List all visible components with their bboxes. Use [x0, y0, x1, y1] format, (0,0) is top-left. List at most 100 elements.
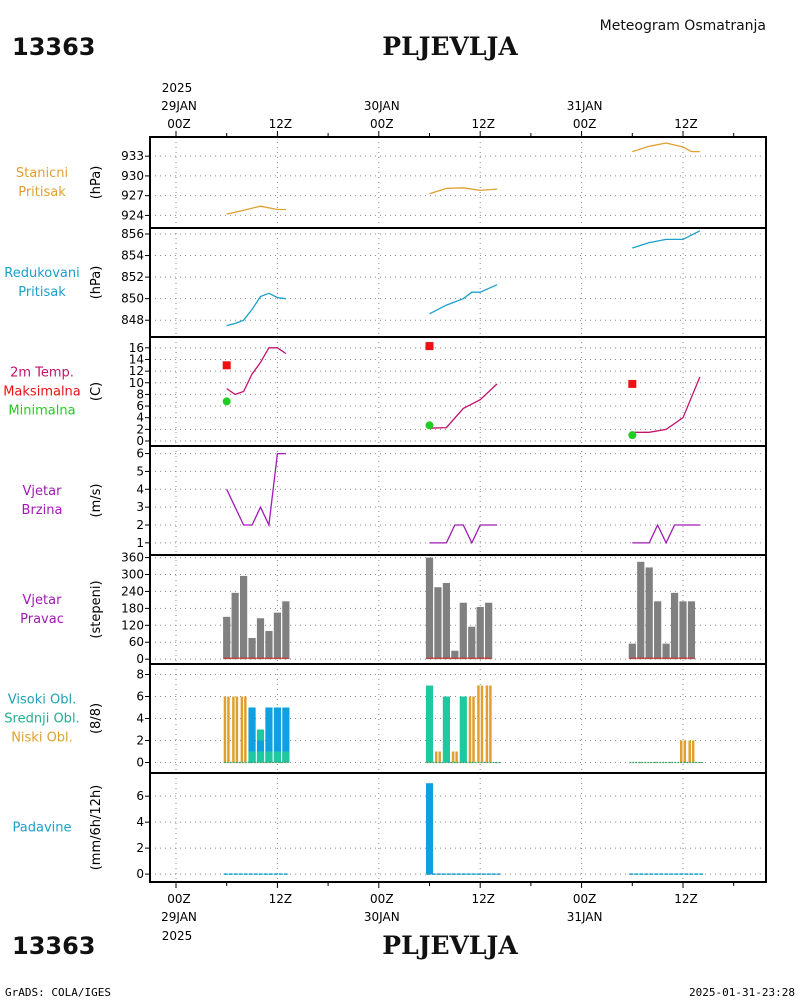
panel-label: Stanicni [16, 166, 68, 181]
credit-label: GrADS: COLA/IGES [5, 986, 111, 999]
panel-label: Brzina [22, 503, 63, 518]
time-hour-label: 12Z [674, 117, 698, 131]
wind_direction-panel: 0 60 120 180 240 300 360 (stepeni) Vjetar Pravac [20, 551, 767, 666]
station-id-bottom: 13363 [12, 932, 96, 960]
panel-label: Pritisak [18, 185, 66, 200]
wind-direction-bar [442, 582, 450, 660]
wind-direction-bar [231, 592, 239, 660]
panel-label: Redukovani [4, 266, 79, 281]
time-hour-label: 00Z [370, 892, 394, 906]
y-tick-label: 5 [136, 464, 144, 478]
wind-direction-bar [679, 601, 687, 660]
y-tick-label: 120 [121, 618, 144, 632]
precip-bar [426, 783, 433, 875]
panel-label: Padavine [13, 821, 72, 836]
mid-cloud-bar [248, 751, 256, 763]
reduced_pressure-panel: 848 850 852 854 856 (hPa) Redukovani Pritisak [4, 227, 767, 338]
y-tick-label: 6 [136, 447, 144, 461]
y-axis-label: (8/8) [89, 703, 104, 734]
wind-direction-bar [654, 601, 662, 660]
wind-direction-bar [645, 567, 653, 660]
max-temp-marker [628, 379, 637, 388]
series-line [632, 376, 701, 433]
y-tick-label: 1 [136, 536, 144, 550]
y-tick-label: 180 [121, 601, 144, 615]
series-line [632, 142, 700, 153]
y-tick-label: 240 [121, 584, 144, 598]
y-tick-label: 3 [136, 500, 144, 514]
y-axis-label: (hPa) [89, 166, 104, 200]
low-cloud-bar-gap [243, 696, 245, 763]
station-name-top: PLJEVLJA [382, 32, 518, 61]
series-line [632, 523, 700, 545]
time-hour-label: 12Z [269, 117, 293, 131]
min-temp-marker [222, 397, 231, 406]
product-title: Meteogram Osmatranja [600, 18, 766, 34]
time-hour-label: 00Z [370, 117, 394, 131]
y-tick-label: 2 [136, 734, 144, 748]
high-cloud-bar [248, 707, 256, 763]
low-cloud-bar-gap [437, 751, 439, 763]
high-cloud-bar [265, 707, 273, 763]
y-axis-label: (C) [89, 382, 104, 401]
series-line [429, 383, 498, 429]
mid-cloud-bar [256, 729, 265, 741]
wind-direction-bar [476, 606, 484, 660]
y-tick-label: 930 [121, 169, 144, 183]
y-axis-label: (mm/6h/12h) [89, 785, 104, 871]
wind-direction-bar [485, 602, 493, 660]
y-tick-label: 300 [121, 568, 144, 582]
y-tick-label: 924 [121, 208, 144, 222]
time-hour-label: 00Z [167, 117, 191, 131]
min-temp-marker [425, 421, 434, 430]
series-line [632, 230, 701, 249]
time-day-label: 29JAN [161, 910, 197, 924]
wind-direction-bar [248, 638, 256, 660]
low-cloud-bar-gap [682, 740, 684, 763]
time-hour-label: 12Z [471, 117, 495, 131]
precipitation-panel: 0 2 4 6 (mm/6h/12h) Padavine [13, 772, 767, 883]
panel-label: Vjetar [23, 593, 63, 608]
wind-direction-bar [662, 643, 670, 660]
wind-direction-bar [265, 630, 273, 660]
series-line [226, 347, 287, 396]
wind-direction-bar [240, 575, 248, 660]
y-tick-label: 0 [136, 867, 144, 881]
bottom-year-label: 2025 [162, 929, 193, 943]
max-temp-marker [222, 361, 231, 370]
wind-direction-bar [468, 626, 476, 660]
y-tick-label: 14 [129, 352, 144, 366]
y-tick-label: 16 [129, 341, 144, 355]
low-cloud-bar-gap [471, 696, 473, 763]
mid-cloud-bar [425, 685, 434, 763]
series-line [429, 187, 498, 195]
y-tick-label: 856 [121, 227, 144, 241]
wind-direction-bar [687, 601, 696, 660]
series-line [429, 284, 498, 315]
station-name-bottom: PLJEVLJA [382, 931, 518, 960]
y-tick-label: 0 [136, 434, 144, 448]
panel-label: Minimalna [8, 404, 75, 419]
wind-direction-bar [273, 612, 281, 660]
mid-cloud-bar [273, 751, 281, 763]
time-day-label: 31JAN [567, 99, 603, 113]
high-cloud-bar [273, 707, 281, 763]
wind-direction-bar [282, 601, 290, 660]
y-tick-label: 6 [136, 399, 144, 413]
max-temp-marker [425, 342, 434, 351]
y-tick-label: 60 [129, 635, 144, 649]
time-hour-label: 12Z [674, 892, 698, 906]
y-axis-label: (m/s) [89, 484, 104, 518]
mid-cloud-bar [265, 751, 273, 763]
wind-direction-bar [451, 650, 459, 660]
cloud_cover-panel: 0 2 4 6 8 (8/8) Visoki Obl. Srednji Obl. Niski O… [4, 663, 767, 774]
station-id-top: 13363 [12, 33, 96, 61]
top-year-label: 2025 [162, 81, 193, 95]
panel-label: Visoki Obl. [8, 693, 76, 708]
y-tick-label: 8 [136, 668, 144, 682]
wind-direction-bar [459, 602, 467, 660]
y-tick-label: 0 [136, 652, 144, 666]
y-tick-label: 6 [136, 690, 144, 704]
time-hour-label: 12Z [269, 892, 293, 906]
